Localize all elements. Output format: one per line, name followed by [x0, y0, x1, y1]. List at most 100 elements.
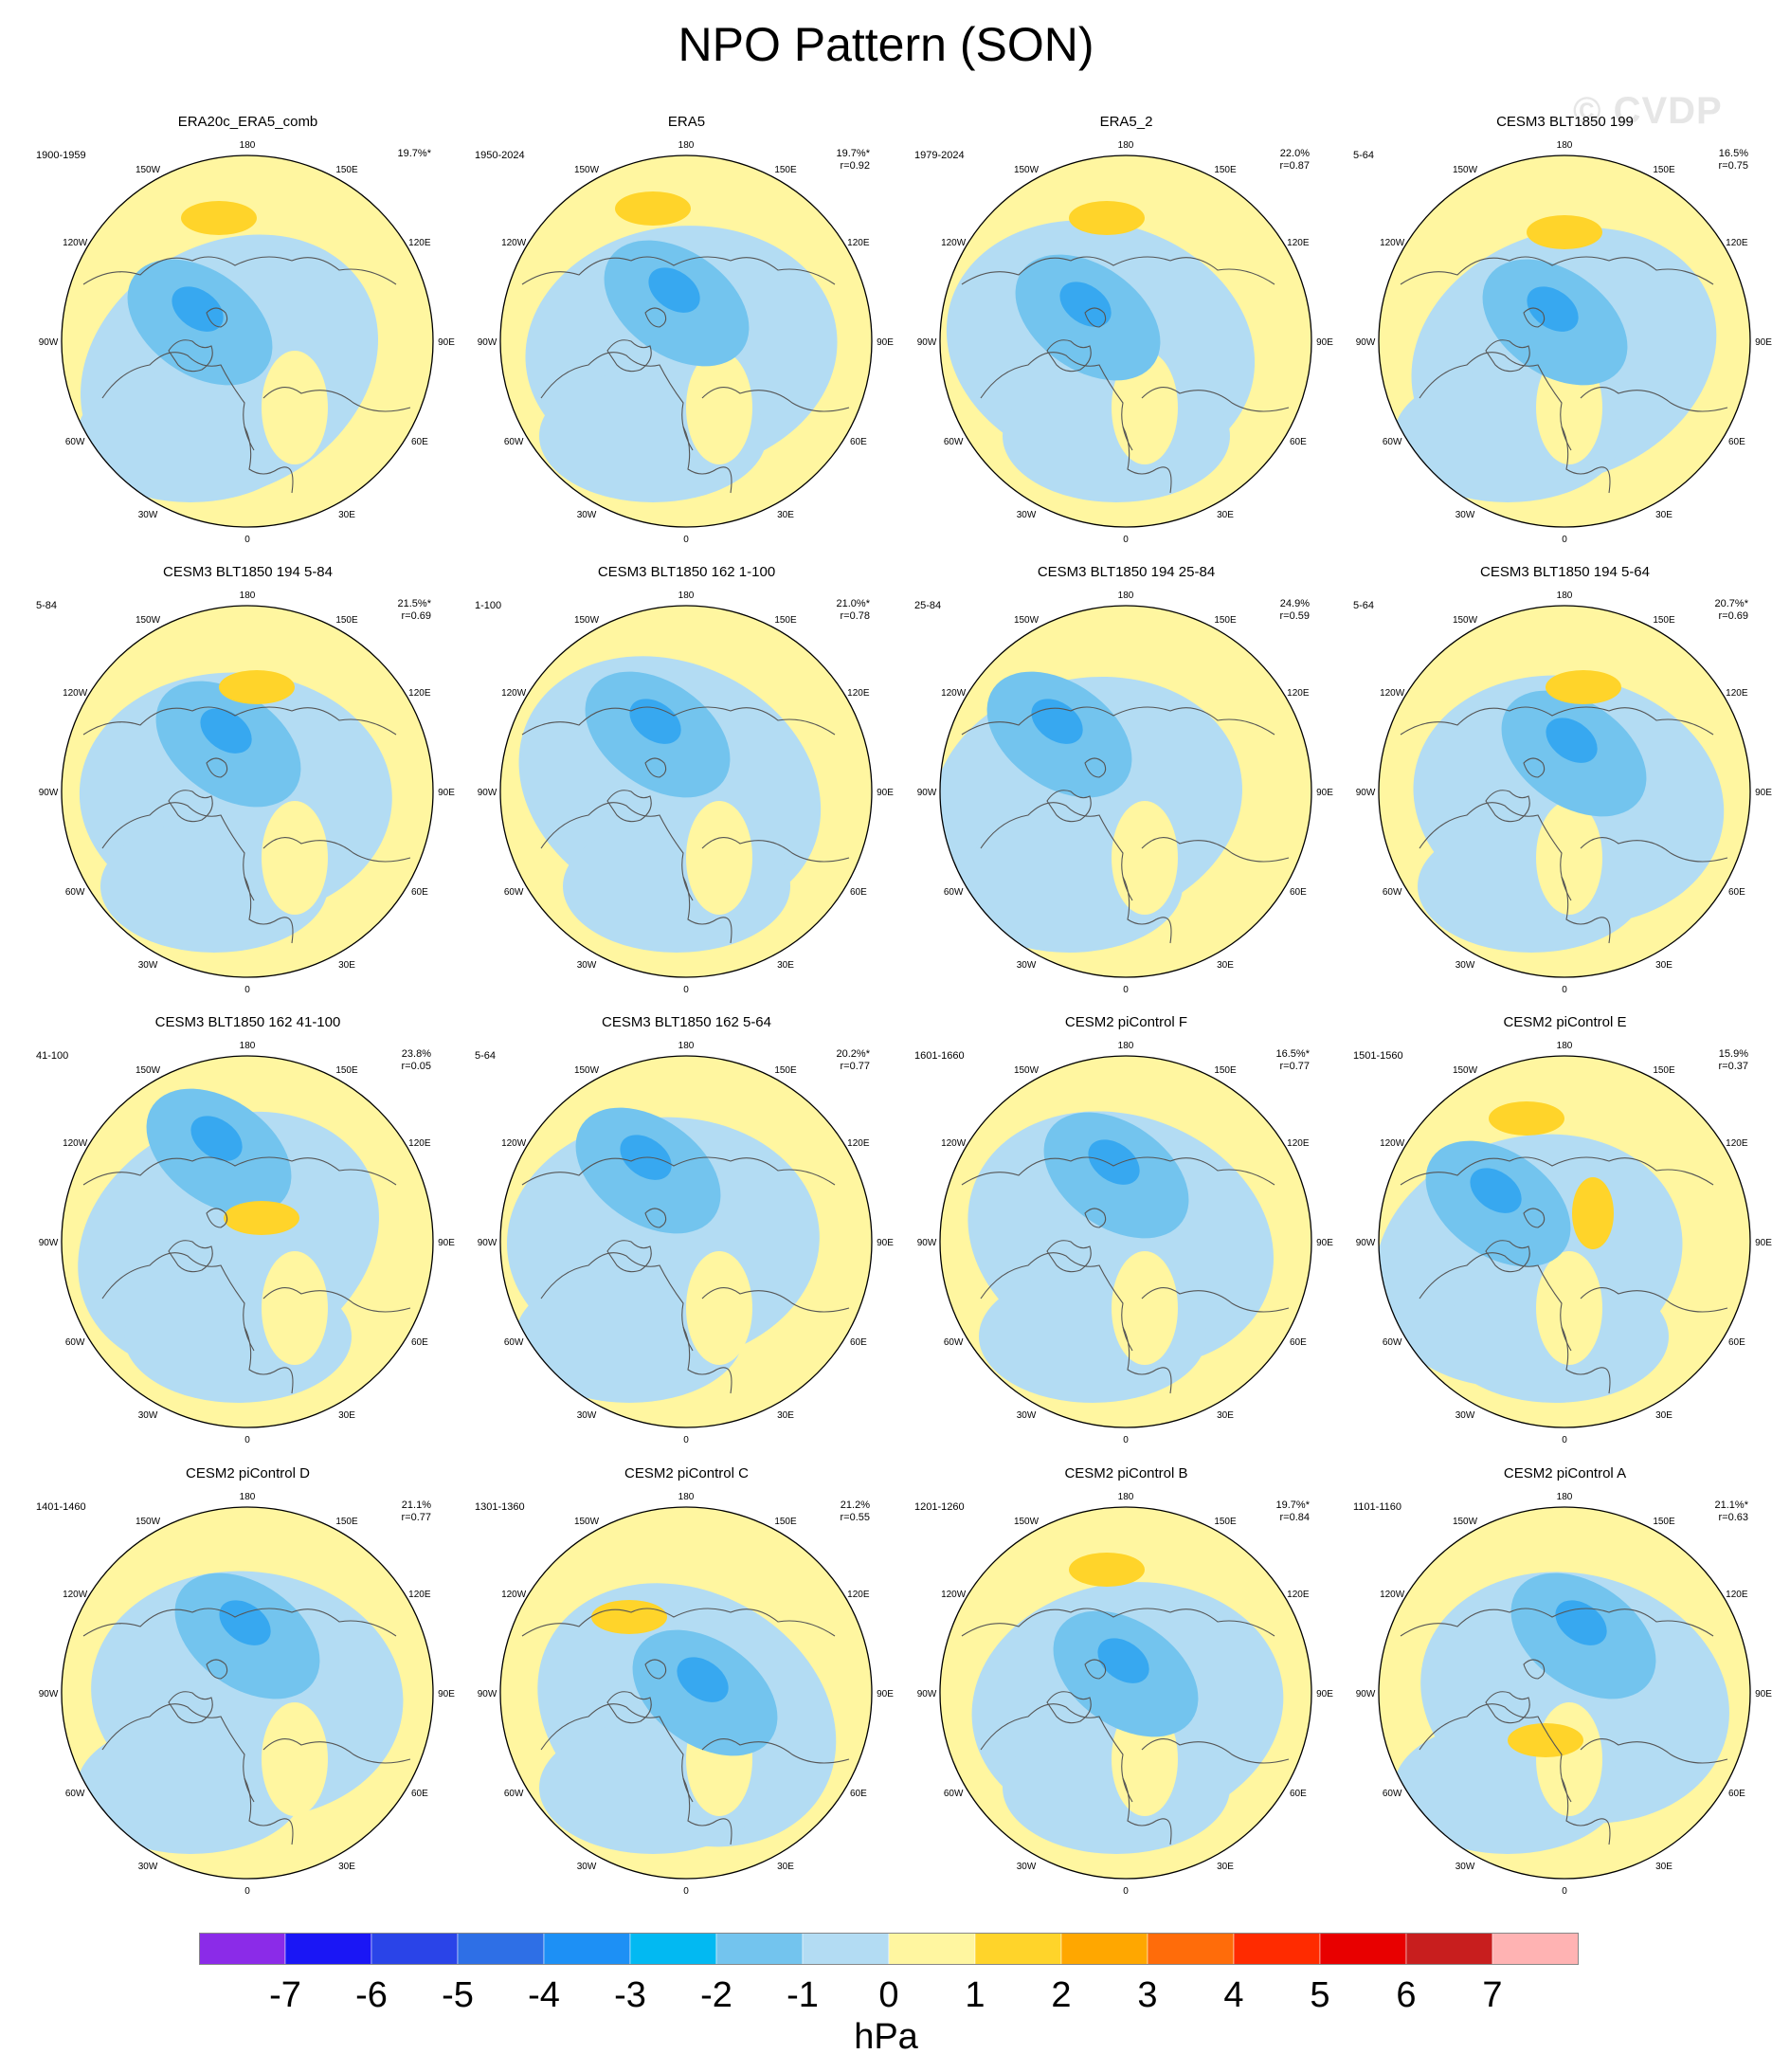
panel-title: CESM3 BLT1850 194 5-64: [1480, 564, 1650, 580]
map-panel: CESM2 piControl D 1401-1460 21.1% r=0.77 180…: [27, 1465, 469, 1911]
longitude-label: 180: [1557, 1492, 1573, 1502]
colorbar-segment: [715, 1933, 804, 1965]
polar-map: 180 150E 120E 90E 60E 30E 0 30W 60W 90W 120W 150W: [1356, 591, 1772, 995]
longitude-label: 30W: [1456, 960, 1475, 971]
longitude-label: 90E: [877, 1238, 894, 1248]
panel-title: CESM3 BLT1850 162 41-100: [154, 1014, 341, 1030]
longitude-label: 120E: [1287, 688, 1310, 699]
panel-title: CESM3 BLT1850 162 5-64: [602, 1014, 771, 1030]
colorbar-tick-label: -6: [355, 1975, 388, 2015]
longitude-label: 90W: [478, 1689, 497, 1699]
longitude-label: 120E: [1287, 1138, 1310, 1149]
pattern-correlation: r=0.87: [1279, 160, 1311, 172]
longitude-label: 120W: [63, 1138, 88, 1149]
longitude-label: 180: [240, 591, 256, 601]
longitude-label: 180: [240, 1041, 256, 1051]
longitude-label: 90E: [438, 788, 455, 798]
longitude-label: 60W: [944, 887, 964, 898]
longitude-label: 90E: [438, 1689, 455, 1699]
longitude-label: 90W: [1356, 1689, 1376, 1699]
longitude-label: 60E: [411, 1789, 428, 1799]
longitude-label: 150W: [574, 165, 600, 175]
longitude-label: 150E: [335, 1517, 358, 1527]
variance-percent: 20.2%*: [836, 1048, 870, 1060]
longitude-label: 120E: [408, 1590, 431, 1600]
panel-title: CESM2 piControl D: [186, 1465, 310, 1481]
map-panel: CESM2 piControl A 1101-1160 21.1%* r=0.63 18…: [1344, 1465, 1772, 1911]
longitude-label: 0: [1562, 535, 1567, 545]
longitude-label: 30W: [138, 960, 158, 971]
polar-map: 180 150E 120E 90E 60E 30E 0 30W 60W 90W 120W 150W: [1356, 1492, 1772, 1897]
longitude-label: 150E: [1653, 165, 1675, 175]
panel-title: CESM3 BLT1850 162 1-100: [597, 564, 776, 580]
longitude-label: 120E: [1726, 1590, 1748, 1600]
longitude-label: 90W: [39, 1689, 59, 1699]
panel-title: ERA5: [667, 114, 706, 130]
panel-stats: 24.9% r=0.59: [1280, 598, 1311, 623]
longitude-label: 150W: [1014, 1065, 1040, 1076]
longitude-label: 90E: [877, 1689, 894, 1699]
panel-title: CESM2 piControl C: [624, 1465, 749, 1481]
longitude-label: 60E: [1290, 1789, 1307, 1799]
map-panel: ERA5_2 1979-2024 22.0% r=0.87 180 150E 120E 90E…: [905, 114, 1347, 559]
colorbar-segment: [284, 1933, 372, 1965]
longitude-label: 150W: [1014, 615, 1040, 626]
longitude-label: 0: [1123, 985, 1129, 995]
longitude-label: 90E: [877, 788, 894, 798]
panel-period: 1201-1260: [914, 1501, 965, 1513]
variance-percent: 21.0%*: [836, 598, 870, 609]
longitude-label: 90E: [877, 337, 894, 348]
colorbar-tick-label: 6: [1396, 1975, 1417, 2015]
longitude-label: 30W: [1456, 510, 1475, 520]
polar-map: 180 150E 120E 90E 60E 30E 0 30W 60W 90W 120W 150W: [39, 140, 456, 545]
polar-map: 180 150E 120E 90E 60E 30E 0 30W 60W 90W 120W 150W: [1356, 1041, 1772, 1445]
longitude-label: 150W: [1453, 615, 1478, 626]
longitude-label: 180: [240, 140, 256, 151]
panel-stats: 19.7%*: [398, 148, 431, 160]
pattern-correlation: r=0.69: [401, 610, 432, 622]
longitude-label: 0: [1123, 535, 1129, 545]
panel-title: CESM3 BLT1850 199: [1496, 114, 1634, 130]
longitude-label: 150W: [1014, 1517, 1040, 1527]
panel-stats: 16.5% r=0.75: [1719, 148, 1749, 173]
longitude-label: 0: [1562, 1435, 1567, 1445]
longitude-label: 90W: [917, 788, 937, 798]
longitude-label: 180: [1557, 1041, 1573, 1051]
longitude-label: 30E: [777, 510, 794, 520]
colorbar-segment: [543, 1933, 631, 1965]
panel-stats: 20.7%* r=0.69: [1715, 598, 1748, 623]
map-panel: CESM3 BLT1850 194 5-84 5-84 21.5%* r=0.69 18…: [27, 564, 469, 1009]
longitude-label: 60E: [411, 887, 428, 898]
longitude-label: 120E: [847, 1138, 870, 1149]
longitude-label: 120W: [63, 238, 88, 248]
pattern-correlation: r=0.77: [840, 1061, 871, 1072]
colorbar-tick-label: 3: [1137, 1975, 1158, 2015]
longitude-label: 150W: [1453, 1517, 1478, 1527]
longitude-label: 30W: [138, 1410, 158, 1421]
longitude-label: 60W: [65, 887, 85, 898]
panel-title: CESM2 piControl E: [1503, 1014, 1627, 1030]
variance-percent: 20.7%*: [1714, 598, 1748, 609]
longitude-label: 90W: [917, 1689, 937, 1699]
longitude-label: 120W: [1380, 688, 1405, 699]
longitude-label: 60E: [850, 887, 867, 898]
longitude-label: 150W: [1453, 165, 1478, 175]
panel-period: 1101-1160: [1353, 1501, 1401, 1513]
longitude-label: 30W: [577, 510, 597, 520]
longitude-label: 90W: [39, 788, 59, 798]
longitude-label: 60E: [1290, 887, 1307, 898]
panel-stats: 19.7%* r=0.92: [837, 148, 870, 173]
longitude-label: 60E: [1728, 887, 1745, 898]
longitude-label: 120W: [941, 1590, 967, 1600]
map-panel: CESM3 BLT1850 194 25-84 25-84 24.9% r=0.59 1…: [905, 564, 1347, 1009]
longitude-label: 180: [678, 591, 695, 601]
longitude-label: 90W: [39, 1238, 59, 1248]
variance-percent: 19.7%*: [836, 148, 870, 159]
longitude-label: 90E: [438, 337, 455, 348]
longitude-label: 120W: [1380, 238, 1405, 248]
longitude-label: 30E: [777, 1862, 794, 1872]
map-panel: ERA5 1950-2024 19.7%* r=0.92 180 150E 120E 90E 6…: [465, 114, 908, 559]
longitude-label: 60W: [504, 887, 524, 898]
longitude-label: 180: [1118, 1041, 1134, 1051]
colorbar-tick-label: -1: [787, 1975, 819, 2015]
